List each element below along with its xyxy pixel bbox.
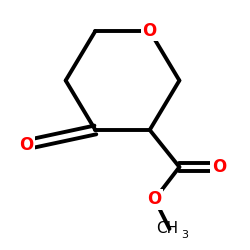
Text: O: O — [19, 136, 33, 154]
Text: O: O — [148, 190, 162, 208]
Text: 3: 3 — [181, 230, 188, 240]
Text: O: O — [212, 158, 226, 176]
Text: CH: CH — [156, 221, 178, 236]
Text: O: O — [142, 22, 157, 40]
